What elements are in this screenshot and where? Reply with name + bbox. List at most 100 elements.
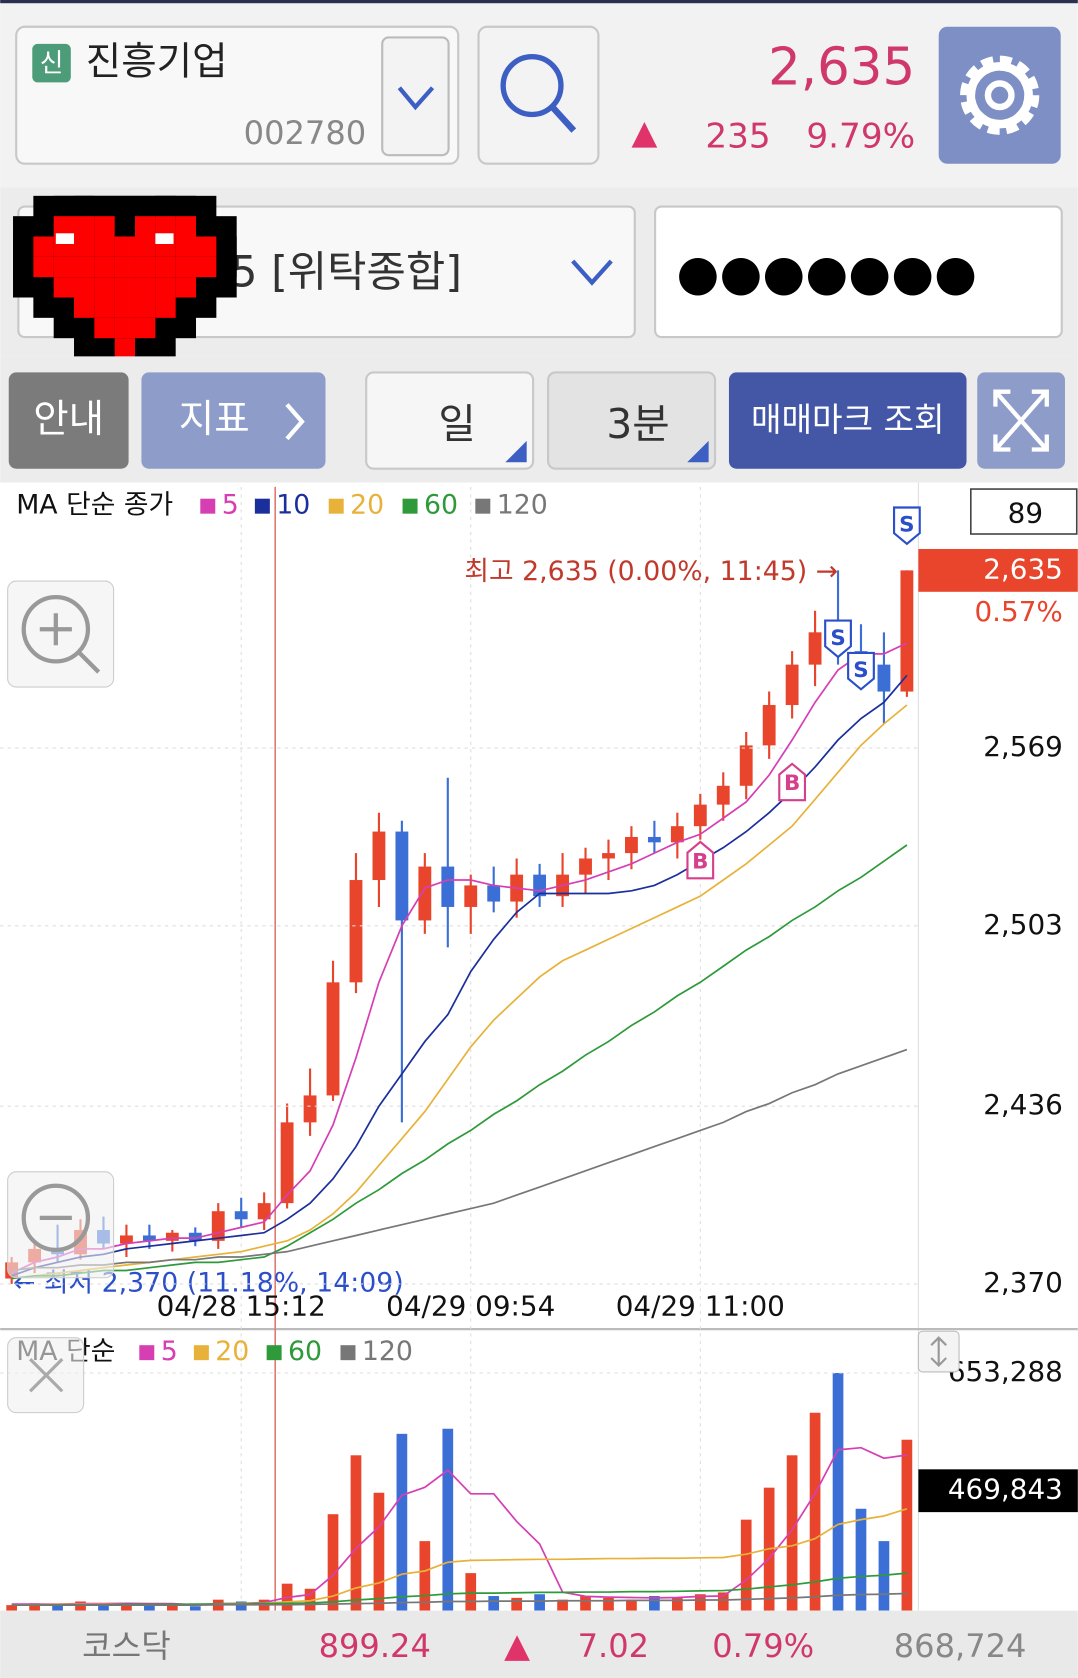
trade-mark-label: S [830, 626, 845, 651]
candle-body [395, 831, 409, 921]
volume-bar [855, 1508, 867, 1611]
candle-body [693, 804, 707, 827]
heart-fill [94, 317, 115, 339]
search-icon-handle [550, 104, 577, 133]
x-tick-label: 04/29 09:54 [386, 1290, 555, 1323]
trade-mark-label: B [692, 849, 708, 874]
indicator-button[interactable] [141, 372, 326, 469]
heart-highlight [55, 233, 75, 244]
candle-body [647, 836, 661, 843]
legend-swatch [139, 1345, 155, 1361]
stock-dropdown[interactable] [381, 36, 450, 157]
candle-body [165, 1232, 179, 1241]
volume-bar [29, 1603, 40, 1611]
heart-fill [114, 256, 136, 278]
ma-line [11, 1048, 908, 1272]
y-tick-label: 653,288 [948, 1355, 1063, 1388]
period-button[interactable] [365, 371, 535, 470]
candle-body [349, 880, 363, 983]
volume-tag [918, 1469, 1078, 1513]
legend-swatch [402, 498, 418, 514]
zoom-out-button[interactable] [7, 1171, 115, 1279]
stock-box[interactable] [15, 25, 460, 165]
volume-bar [557, 1599, 568, 1611]
volume-bar [6, 1605, 18, 1611]
volume-bar [488, 1596, 500, 1611]
interval-button[interactable] [547, 371, 717, 470]
market-change-pct: 0.79% [712, 1627, 814, 1665]
volume-bar [649, 1596, 660, 1611]
candle-body [142, 1235, 156, 1241]
legend-swatch [266, 1345, 282, 1361]
trade-mark [686, 840, 715, 880]
trade-marks-button[interactable] [728, 372, 967, 469]
volume-bar [511, 1597, 523, 1611]
legend-label: 20 [350, 490, 384, 521]
trade-mark [892, 506, 921, 546]
chart-bg [0, 482, 1078, 1611]
box-label: 89 [1008, 497, 1043, 530]
price-change: 235 [705, 117, 770, 157]
close-icon [29, 1357, 64, 1393]
chevron [285, 403, 305, 441]
candle-body [326, 982, 340, 1096]
legend-label: 120 [497, 490, 548, 521]
search-icon [500, 54, 564, 118]
heart-fill [114, 277, 136, 298]
candle-body [625, 836, 638, 854]
heart-fill [33, 236, 54, 257]
trade-mark-label: S [853, 658, 868, 683]
legend-label: 20 [215, 1336, 249, 1367]
legend-label: 60 [424, 490, 458, 521]
up-triangle [504, 1635, 530, 1661]
y-tick-label: 2,569 [983, 730, 1063, 763]
account-label: 5 [위탁종합] [230, 248, 462, 298]
chevron [571, 259, 613, 286]
guide-button[interactable] [8, 372, 129, 469]
volume-bar [740, 1519, 752, 1611]
password-field[interactable] [654, 205, 1063, 339]
market-change: 7.02 [578, 1627, 649, 1665]
legend-label: 10 [276, 490, 310, 521]
box-label-bg [970, 488, 1078, 535]
candle-body [739, 745, 753, 786]
heart-fill [114, 338, 136, 359]
heart-fill [74, 297, 95, 318]
heart-fill [135, 256, 156, 278]
candle-body [257, 1203, 271, 1220]
candle-body [120, 1235, 133, 1244]
high-note: 최고 2,635 (0.00%, 11:45) → [464, 556, 838, 587]
candle-body [441, 866, 455, 907]
volume-bar [235, 1601, 247, 1611]
heart-fill [175, 277, 197, 298]
candle-body [579, 858, 592, 875]
chevron [397, 86, 435, 111]
heart-fill [94, 256, 115, 278]
candle-body [464, 885, 478, 907]
password-mask: ●●●●●●● [677, 244, 978, 302]
candle-body [234, 1211, 248, 1220]
heart-fill [94, 297, 115, 318]
candle-body [188, 1232, 202, 1241]
market-name: 코스닥 [82, 1627, 171, 1665]
volume-bar [534, 1594, 545, 1611]
footer-bg [0, 1610, 1078, 1678]
legend-swatch [254, 498, 270, 514]
candle-body [303, 1095, 317, 1123]
volume-bar [901, 1439, 913, 1611]
volume-bar [304, 1588, 316, 1611]
ma-line [11, 1592, 907, 1606]
badge-text: 신 [40, 49, 64, 79]
heart-fill [175, 216, 197, 237]
corner-mark [687, 440, 709, 463]
market-index: 899.24 [319, 1627, 431, 1665]
candle-body [670, 826, 684, 843]
heart-fill [53, 277, 75, 298]
heart-fill [33, 256, 54, 278]
search-button[interactable] [477, 25, 600, 165]
trade-mark [778, 762, 807, 802]
market-volume: 868,724 [894, 1627, 1027, 1665]
y-tick-label: 2,436 [983, 1088, 1063, 1121]
price-change-pct: 9.79% [806, 117, 915, 157]
